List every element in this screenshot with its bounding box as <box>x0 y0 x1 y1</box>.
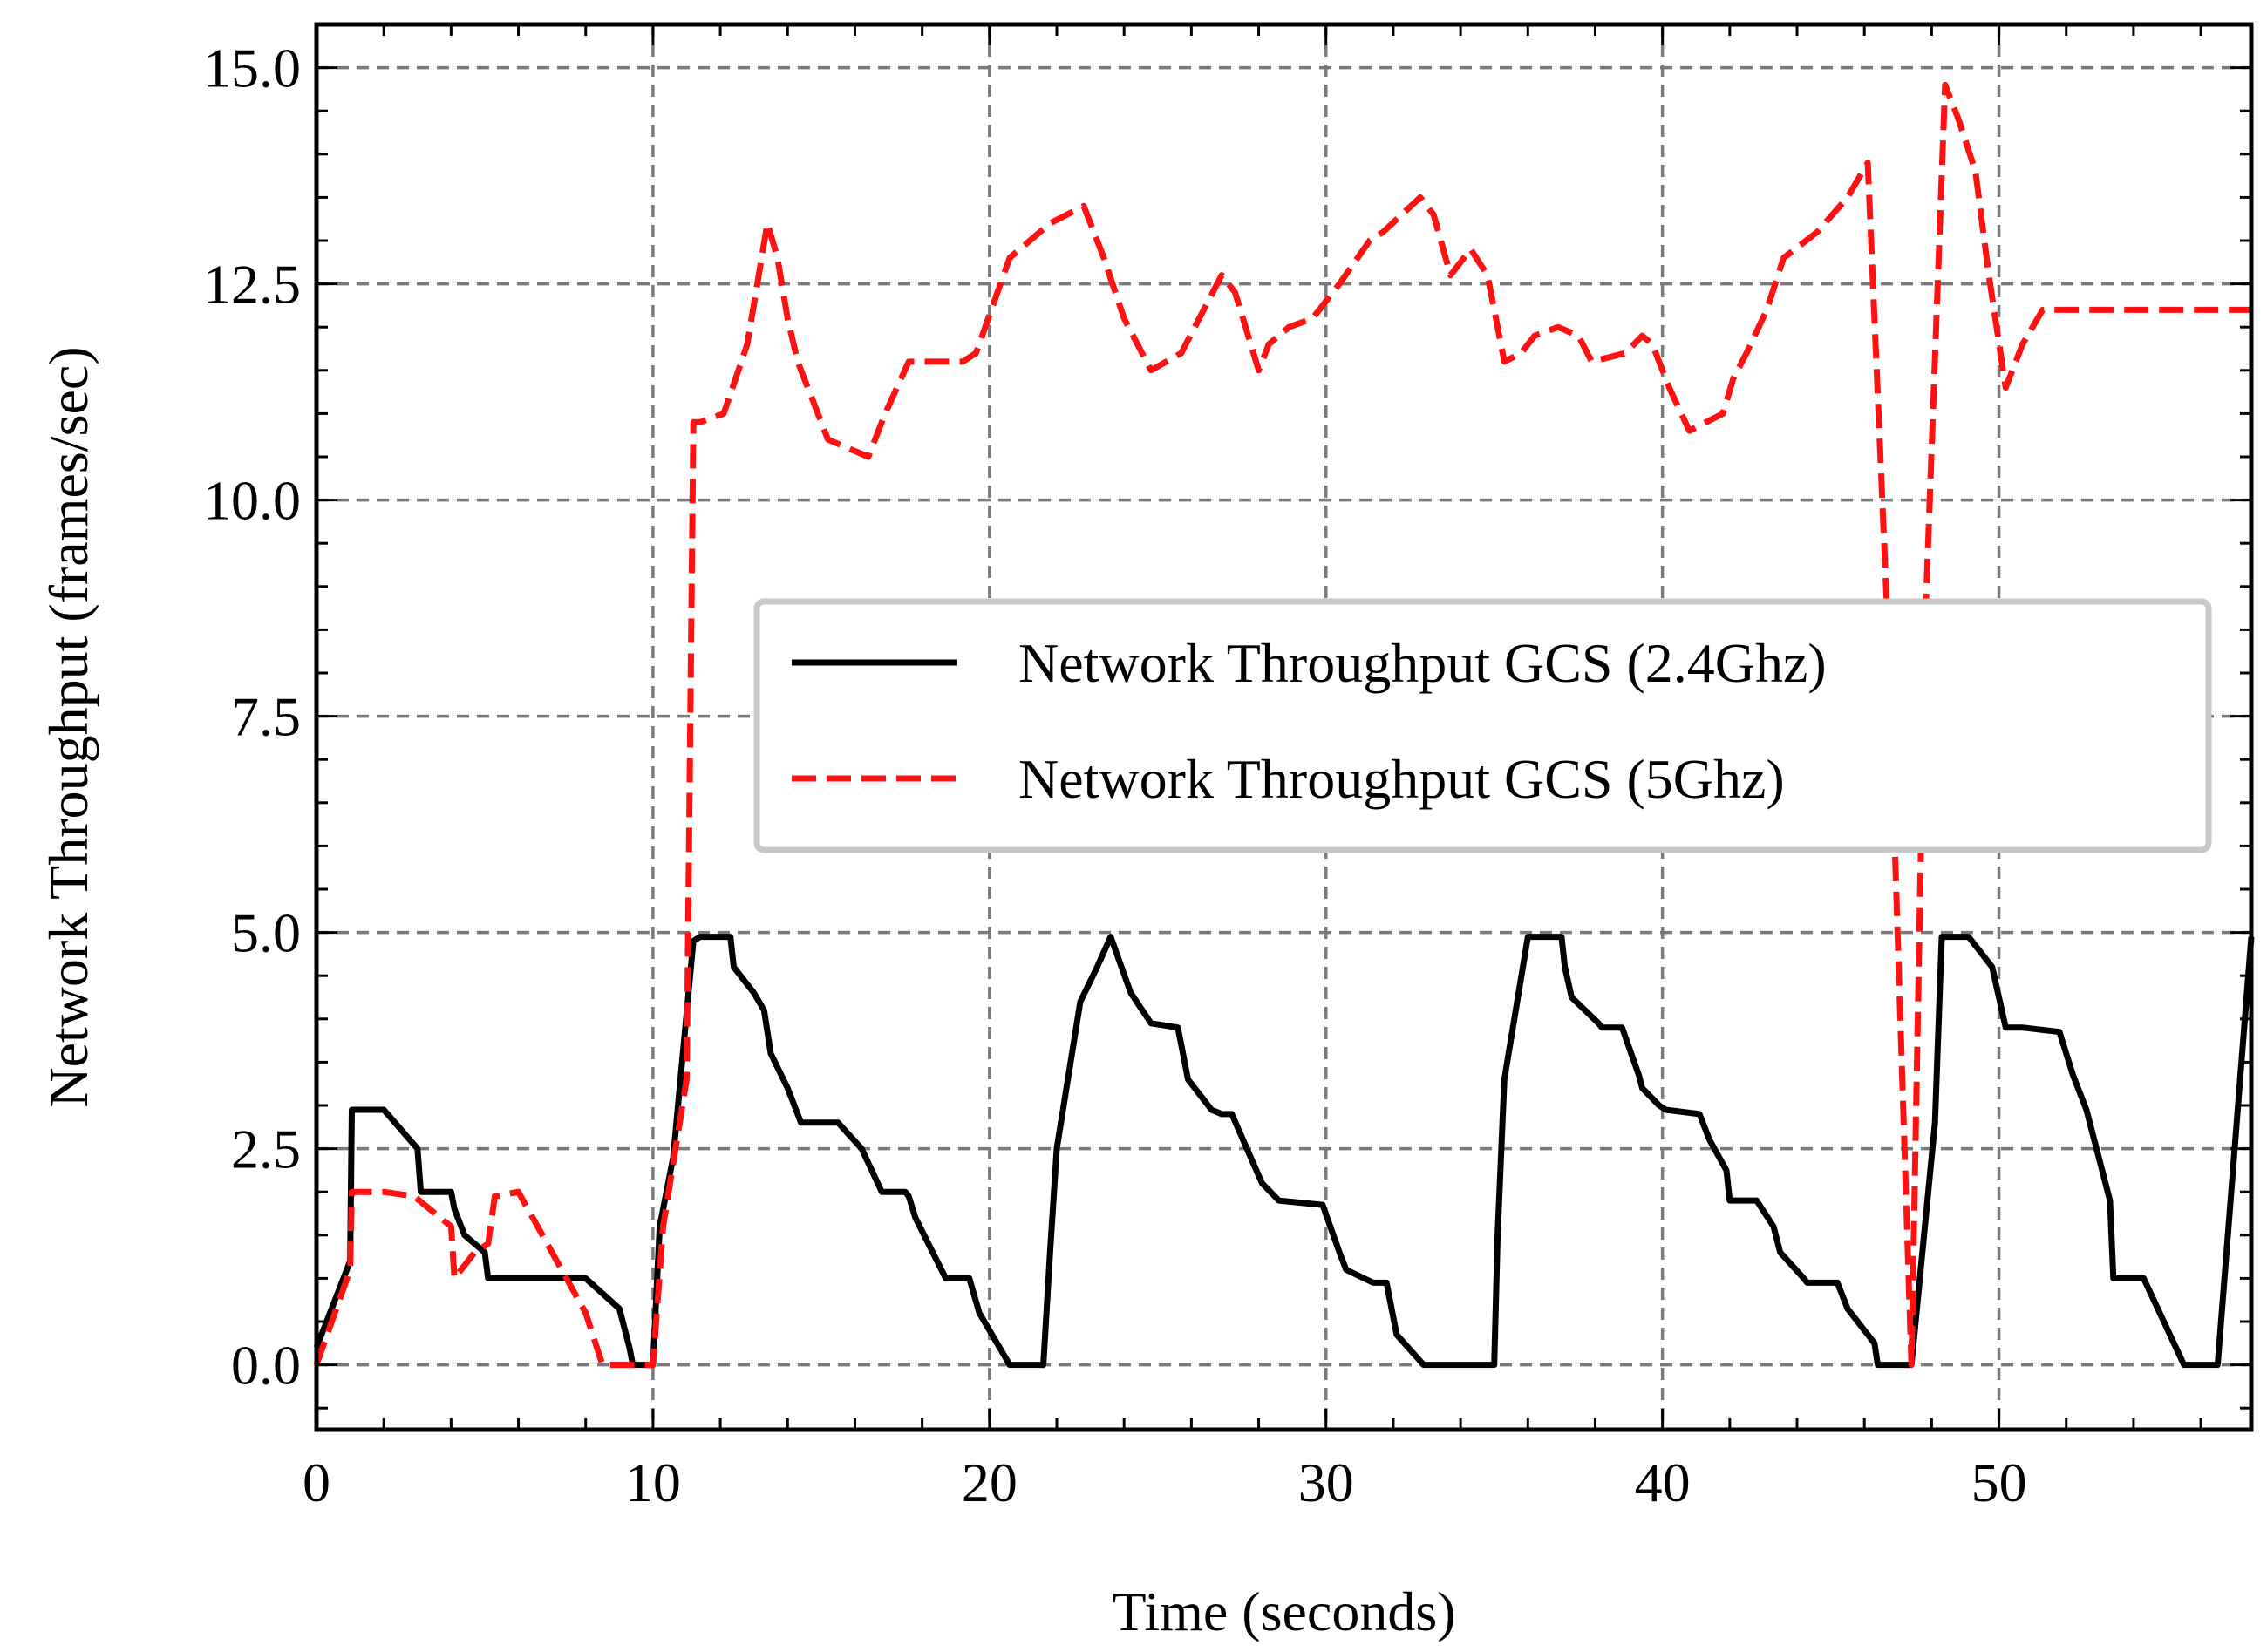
y-tick-label: 0.0 <box>231 1335 301 1397</box>
x-tick-label: 30 <box>1298 1451 1354 1513</box>
x-tick-label: 50 <box>1971 1451 2027 1513</box>
y-tick-label: 2.5 <box>231 1118 301 1180</box>
x-axis-title: Time (seconds) <box>1112 1581 1455 1642</box>
y-axis-title: Network Throughput (frames/sec) <box>37 346 99 1107</box>
tick-labels: 0 10 20 30 40 50 0.0 2.5 5.0 7.5 10.0 12.5 15.0 <box>203 37 2027 1513</box>
y-tick-label: 15.0 <box>203 37 301 99</box>
y-tick-label: 12.5 <box>203 254 301 316</box>
ticks <box>315 23 2251 1430</box>
y-tick-label: 10.0 <box>203 470 301 532</box>
y-tick-label: 7.5 <box>231 686 301 748</box>
legend: Network Throughput GCS (2.4Ghz) Network … <box>753 598 2212 853</box>
x-tick-label: 40 <box>1635 1451 1691 1513</box>
x-tick-label: 20 <box>962 1451 1018 1513</box>
legend-box <box>753 598 2212 853</box>
x-tick-label: 0 <box>303 1451 330 1513</box>
plot-frame <box>314 22 2254 1432</box>
legend-label-2-4ghz: Network Throughput GCS (2.4Ghz) <box>1018 632 1827 694</box>
y-tick-label: 5.0 <box>231 902 301 964</box>
x-tick-label: 10 <box>625 1451 681 1513</box>
legend-label-5ghz: Network Throughput GCS (5Ghz) <box>1018 748 1785 810</box>
series-layer <box>313 81 2255 1369</box>
